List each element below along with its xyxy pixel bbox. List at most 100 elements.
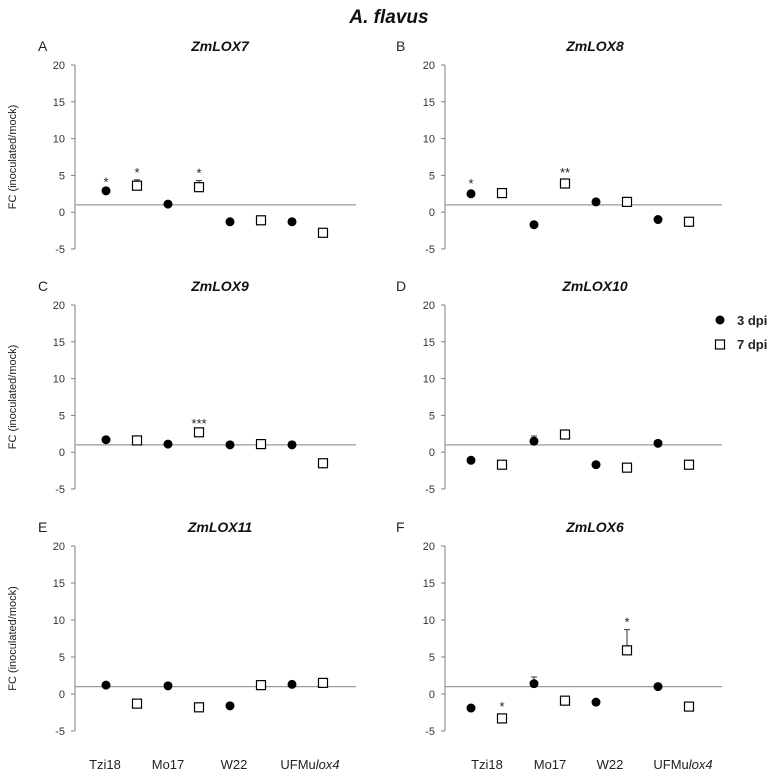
point-3dpi [101,435,111,445]
point-3dpi [591,460,601,470]
panel-title: ZmLOX8 [565,38,624,54]
chart-panel-c: C ZmLOX9 20 15 10 5 0 -5 FC (inoculated/mock) *** [7,278,356,496]
chart-panel-f: F ZmLOX6 20 15 10 5 0 -5 * * [396,519,722,738]
point-3dpi [225,217,235,227]
panel-letter: E [38,519,47,535]
point-3dpi [163,439,173,449]
x-category-label: UFMulox4 [280,757,339,772]
y-tick-label: 10 [53,615,65,627]
point-7dpi [131,180,143,191]
point-7dpi [317,458,329,469]
x-axis-categories-right: Tzi18 Mo17 W22 UFMulox4 [471,757,713,772]
y-tick-label: 5 [429,410,435,422]
y-tick-label: 15 [53,578,65,590]
chart-panel-d: D ZmLOX10 20 15 10 5 0 -5 [396,278,722,496]
panel-title: ZmLOX6 [565,519,624,535]
figure-title: A. flavus [348,7,428,28]
y-tick-label: 10 [53,374,65,386]
y-tick-label: 20 [53,60,65,72]
y-tick-label: 5 [429,652,435,664]
significance-star: * [103,174,108,189]
point-3dpi [591,197,601,207]
point-3dpi [529,679,539,689]
point-7dpi [683,216,695,227]
y-axis-label: FC (inoculated/mock) [7,105,19,210]
x-category-label: Mo17 [534,757,567,772]
point-3dpi [653,682,663,692]
point-3dpi [466,455,476,465]
y-tick-label: 15 [423,337,435,349]
x-category-label: Mo17 [152,757,185,772]
legend-label-3dpi: 3 dpi [737,313,767,328]
significance-star: * [499,699,504,714]
y-tick-label: 20 [53,300,65,312]
y-tick-label: 5 [59,170,65,182]
point-7dpi [559,178,571,189]
point-3dpi [163,681,173,691]
panel-title: ZmLOX9 [190,278,249,294]
point-7dpi [496,713,508,724]
x-axis-categories-left: Tzi18 Mo17 W22 UFMulox4 [89,757,340,772]
y-tick-label: -5 [55,244,65,256]
panel-title: ZmLOX7 [190,38,250,54]
y-tick-label: 0 [59,689,65,701]
point-7dpi [193,427,205,438]
x-category-label: Tzi18 [471,757,503,772]
y-tick-label: 10 [423,615,435,627]
y-tick-label: -5 [425,484,435,496]
point-7dpi [683,459,695,470]
point-7dpi [255,680,267,691]
point-3dpi [163,199,173,209]
point-3dpi [287,440,297,450]
y-tick-label: 0 [429,207,435,219]
point-7dpi [621,645,633,656]
point-3dpi [466,703,476,713]
legend-label-7dpi: 7 dpi [737,337,767,352]
point-7dpi [621,196,633,207]
point-7dpi [131,698,143,709]
y-tick-label: 20 [53,541,65,553]
point-3dpi [529,220,539,230]
point-3dpi [101,680,111,690]
point-7dpi [317,677,329,689]
y-tick-label: -5 [425,244,435,256]
x-category-label: W22 [597,757,624,772]
panel-letter: D [396,278,406,294]
significance-star: * [468,176,473,191]
y-tick-label: -5 [425,726,435,738]
point-3dpi [591,697,601,707]
legend: 3 dpi 7 dpi [714,313,767,352]
panel-title: ZmLOX10 [561,278,628,294]
point-3dpi [101,186,111,196]
significance-star: * [134,165,139,180]
point-7dpi [317,227,329,238]
y-tick-label: 5 [59,410,65,422]
point-7dpi [621,462,633,473]
significance-star: * [196,166,201,181]
y-tick-label: 10 [53,134,65,146]
x-category-label: W22 [221,757,248,772]
point-3dpi [287,217,297,227]
panel-title: ZmLOX11 [187,519,253,535]
point-7dpi [683,701,695,712]
point-7dpi [255,215,267,226]
legend-marker-7dpi [714,339,726,350]
point-3dpi [466,189,476,199]
significance-star: * [624,615,629,630]
point-7dpi [255,439,267,450]
point-7dpi [559,429,571,440]
y-tick-label: 5 [429,170,435,182]
y-tick-label: 0 [59,447,65,459]
significance-star: ** [560,165,570,180]
y-tick-label: 5 [59,652,65,664]
y-axis-label: FC (inoculated/mock) [7,345,19,450]
point-7dpi [131,435,143,446]
panel-letter: B [396,38,405,54]
y-tick-label: 15 [423,97,435,109]
panel-letter: F [396,519,405,535]
y-tick-label: 20 [423,300,435,312]
point-7dpi [496,459,508,470]
y-tick-label: 20 [423,541,435,553]
